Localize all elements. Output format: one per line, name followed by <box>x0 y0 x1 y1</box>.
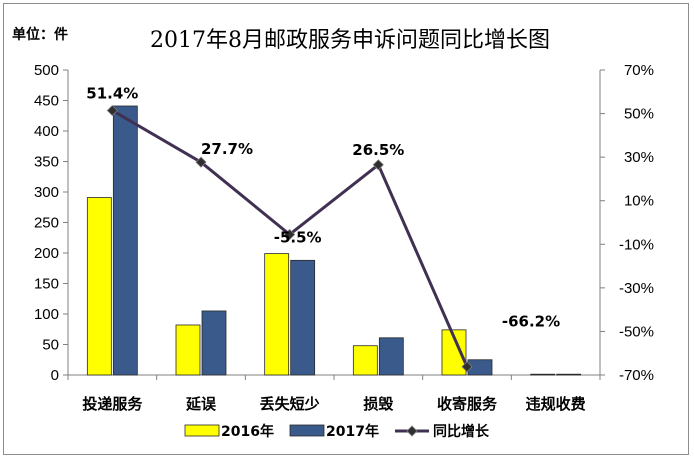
bar-2017 <box>556 373 582 376</box>
y-left-tick-label: 150 <box>34 276 59 293</box>
y-right-tick-label: -50% <box>619 323 654 340</box>
y-left-tick-label: 250 <box>34 215 59 232</box>
y-left-tick-label: 200 <box>34 245 59 262</box>
y-right-tick-label: 10% <box>624 193 654 210</box>
bar-2016 <box>264 253 290 376</box>
bar-2016 <box>175 324 201 376</box>
bar-2016 <box>352 345 378 376</box>
bar-2017 <box>112 105 138 376</box>
y-left-tick-label: 0 <box>51 367 59 384</box>
y-left-tick-label: 50 <box>42 337 59 354</box>
growth-point-marker <box>195 156 207 168</box>
x-category-label: 延误 <box>185 395 217 413</box>
legend-item: 2017年 <box>289 423 379 440</box>
legend-label: 同比增长 <box>433 423 490 440</box>
y-left-tick-label: 300 <box>34 184 59 201</box>
y-right-tick-label: -10% <box>619 236 654 253</box>
bar-2017 <box>201 310 227 376</box>
growth-line <box>106 104 473 373</box>
chart-title: 2017年8月邮政服务申诉问题同比增长图 <box>150 28 550 53</box>
growth-point-marker <box>461 361 473 373</box>
bars <box>86 105 582 376</box>
y-left-tick-label: 450 <box>34 93 59 110</box>
x-category-label: 收寄服务 <box>437 395 498 413</box>
growth-data-label: 51.4% <box>86 85 138 103</box>
y-right-tick-label: 50% <box>624 106 654 123</box>
x-category-label: 丢失短少 <box>260 395 320 413</box>
growth-data-label: 27.7% <box>201 140 253 158</box>
y-right-tick-label: 70% <box>624 62 654 79</box>
legend-label: 2017年 <box>326 423 379 440</box>
legend-marker <box>406 425 418 437</box>
legend-swatch <box>289 424 325 437</box>
y-right-tick-label: 30% <box>624 149 654 166</box>
x-category-label: 损毁 <box>363 395 394 413</box>
bar-2017 <box>290 259 316 376</box>
bar-2017 <box>378 337 404 376</box>
legend: 2016年 2017年 同比增长 <box>184 423 490 440</box>
growth-point-marker <box>284 228 296 241</box>
legend-label: 2016年 <box>221 423 274 440</box>
axes: 0 50 100 150 200 250 300 350 400 450 500 -70% -50% -3… <box>34 62 654 413</box>
y-left-tick-label: 400 <box>34 123 59 140</box>
growth-point-marker <box>106 104 118 117</box>
unit-label: 单位：件 <box>12 27 68 43</box>
y-right-tick-label: -30% <box>619 280 654 297</box>
growth-data-label: -66.2% <box>502 313 560 331</box>
y-left-tick-label: 100 <box>34 306 59 323</box>
growth-data-label: 26.5% <box>352 141 404 159</box>
legend-swatch <box>184 424 220 437</box>
growth-point-marker <box>372 159 384 171</box>
bar-2016 <box>530 373 556 376</box>
y-left-tick-label: 350 <box>34 154 59 171</box>
legend-item: 2016年 <box>184 423 274 440</box>
data-labels: 51.4% 27.7% -5.5% 26.5% -66.2% <box>86 85 560 331</box>
x-category-label: 投递服务 <box>82 395 143 413</box>
x-category-label: 违规收费 <box>526 395 586 413</box>
bar-2016 <box>86 197 112 376</box>
growth-data-label: -5.5% <box>274 228 322 246</box>
y-right-tick-label: -70% <box>619 367 654 384</box>
y-left-tick-label: 500 <box>34 62 59 79</box>
legend-item: 同比增长 <box>395 423 490 440</box>
